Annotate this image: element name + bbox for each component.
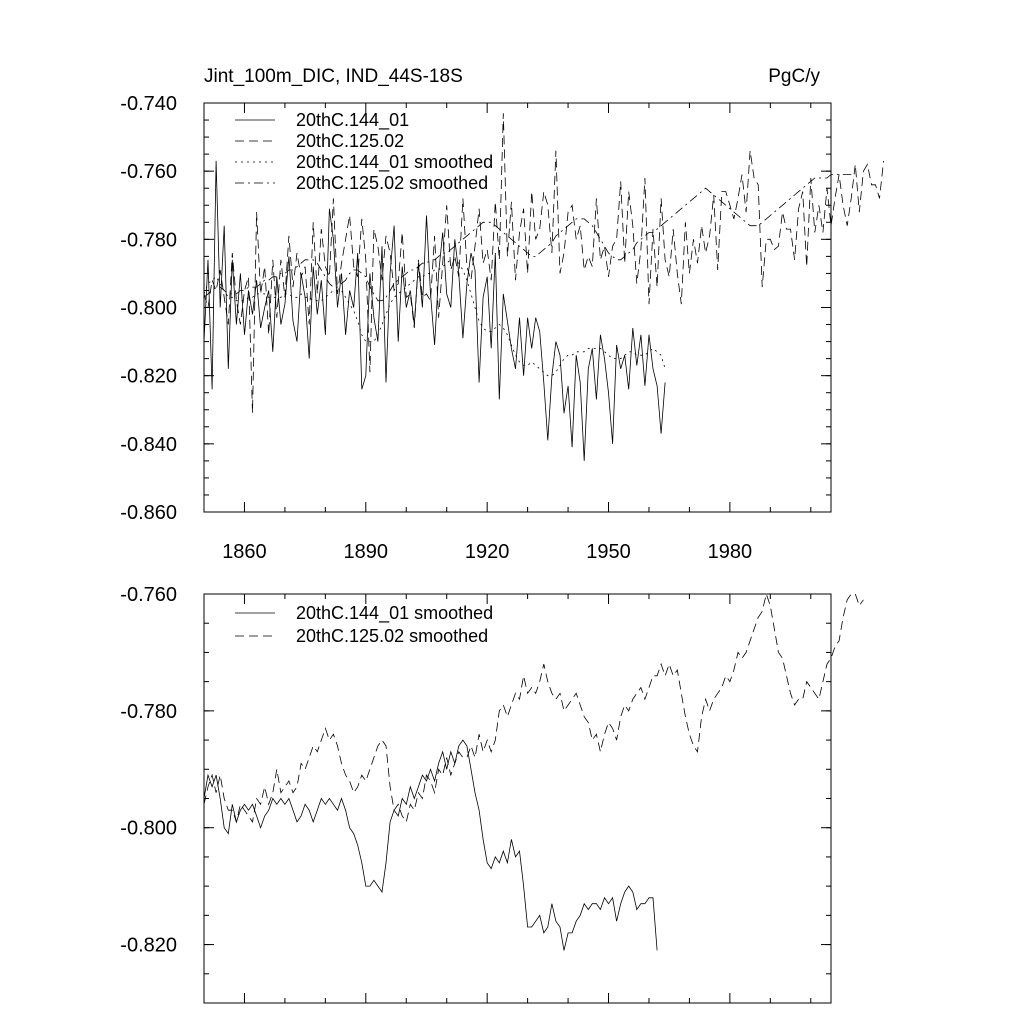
y-tick-label: -0.840: [120, 434, 177, 456]
series-line-1: [203, 739, 658, 951]
y-tick-label: -0.760: [120, 161, 177, 183]
top-chart-panel: Jint_100m_DIC, IND_44S-18S PgC/y -0.860-…: [120, 66, 884, 563]
x-tick-label: 1860: [222, 541, 267, 563]
series-line-3: [203, 259, 666, 377]
x-tick-label: 1950: [586, 541, 631, 563]
y-tick-label: -0.800: [120, 298, 177, 320]
bottom-chart-panel: -0.820 -0.800 -0.780 -0.760 20thC.144_01 sm…: [120, 584, 864, 1004]
bottom-plot-area: -0.820 -0.800 -0.780 -0.760: [120, 584, 864, 1004]
x-tick-label: 1980: [708, 541, 753, 563]
x-tick-label: 1890: [344, 541, 389, 563]
legend-label-4: 20thC.125.02 smoothed: [296, 173, 488, 193]
series-line-2: [203, 592, 864, 824]
y-tick-label: -0.860: [120, 502, 177, 524]
legend-label-1: 20thC.144_01: [296, 110, 409, 131]
top-plot-area: -0.860 -0.840 -0.820 -0.800 -0.780 -0.760 -0.7…: [120, 93, 884, 563]
y-tick-label: -0.740: [120, 93, 177, 115]
legend-label-2: 20thC.125.02: [296, 131, 404, 151]
x-tick-label: 1920: [465, 541, 510, 563]
series-line-4: [203, 174, 852, 302]
y-tick-label: -0.820: [120, 935, 177, 957]
y-tick-label: -0.780: [120, 701, 177, 723]
series-line-2: [203, 113, 884, 414]
y-tick-label: -0.780: [120, 229, 177, 251]
chart-units: PgC/y: [768, 66, 820, 87]
legend-label-3: 20thC.144_01 smoothed: [296, 152, 493, 173]
legend-label-1: 20thC.144_01 smoothed: [296, 603, 493, 624]
y-tick-label: -0.800: [120, 818, 177, 840]
legend-label-2: 20thC.125.02 smoothed: [296, 626, 488, 646]
chart-title: Jint_100m_DIC, IND_44S-18S: [204, 66, 463, 87]
series-line-1: [203, 160, 666, 461]
y-tick-label: -0.760: [120, 584, 177, 606]
y-tick-label: -0.820: [120, 366, 177, 388]
